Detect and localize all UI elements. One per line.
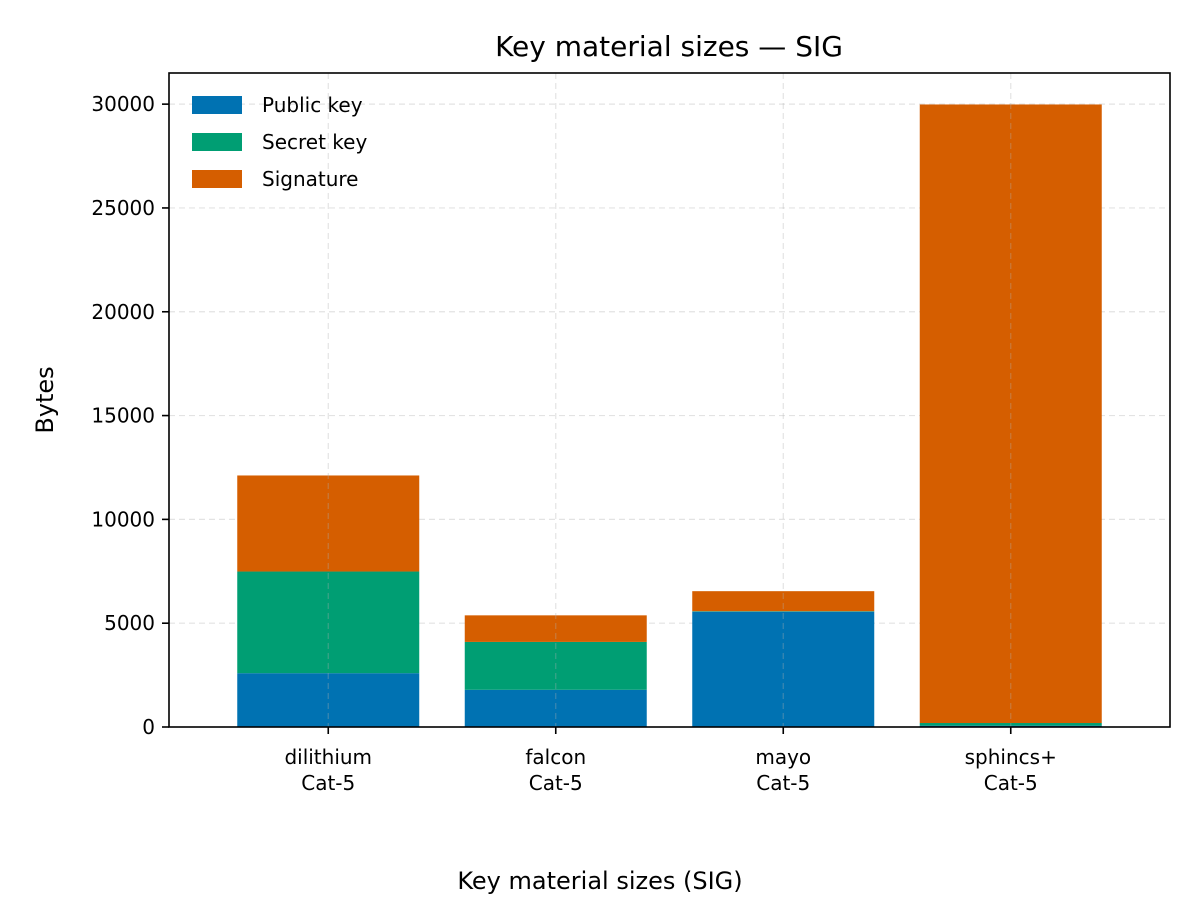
legend-swatch bbox=[192, 170, 242, 188]
x-tick-label: Cat-5 bbox=[756, 771, 810, 795]
bar-segment bbox=[919, 723, 1102, 726]
y-tick-label: 0 bbox=[142, 715, 155, 739]
vertical-grid-lines bbox=[327, 73, 1012, 727]
y-tick-label: 5000 bbox=[104, 611, 155, 635]
x-tick-label: mayo bbox=[755, 745, 811, 769]
y-tick-label: 20000 bbox=[91, 300, 155, 324]
y-axis-ticks: 0 5000 10000 15000 20000 25000 30000 bbox=[91, 92, 169, 739]
legend-swatch bbox=[192, 133, 242, 151]
legend-swatch bbox=[192, 96, 242, 114]
bar-segment bbox=[237, 475, 420, 572]
bar-segment bbox=[692, 611, 875, 727]
bar-segment bbox=[692, 591, 875, 612]
y-axis-label: Bytes bbox=[31, 366, 59, 433]
x-axis-ticks: dilithiumCat-5falconCat-5mayoCat-5sphinc… bbox=[284, 727, 1057, 795]
x-tick-label: falcon bbox=[525, 745, 586, 769]
chart-title: Key material sizes — SIG bbox=[495, 30, 843, 63]
bars bbox=[237, 104, 1102, 727]
x-tick-label: Cat-5 bbox=[984, 771, 1038, 795]
plot-frame bbox=[168, 72, 1171, 728]
x-tick-label: Cat-5 bbox=[301, 771, 355, 795]
x-tick-label: Cat-5 bbox=[529, 771, 583, 795]
bar-segment bbox=[237, 673, 420, 727]
y-tick-label: 30000 bbox=[91, 92, 155, 116]
y-tick-label: 10000 bbox=[91, 507, 155, 531]
legend-label: Secret key bbox=[262, 130, 367, 154]
bar-segment bbox=[464, 615, 647, 642]
y-tick-label: 15000 bbox=[91, 404, 155, 428]
y-tick-label: 25000 bbox=[91, 196, 155, 220]
bar-segment bbox=[464, 689, 647, 727]
bar-segment bbox=[237, 571, 420, 674]
x-tick-label: dilithium bbox=[284, 745, 372, 769]
legend: Public key Secret key Signature bbox=[192, 93, 367, 191]
chart-caption: Key material sizes (SIG) bbox=[457, 867, 742, 895]
legend-label: Signature bbox=[262, 167, 358, 191]
legend-label: Public key bbox=[262, 93, 363, 117]
x-tick-label: sphincs+ bbox=[965, 745, 1057, 769]
bar-segment bbox=[464, 641, 647, 690]
bar-segment bbox=[919, 104, 1102, 724]
